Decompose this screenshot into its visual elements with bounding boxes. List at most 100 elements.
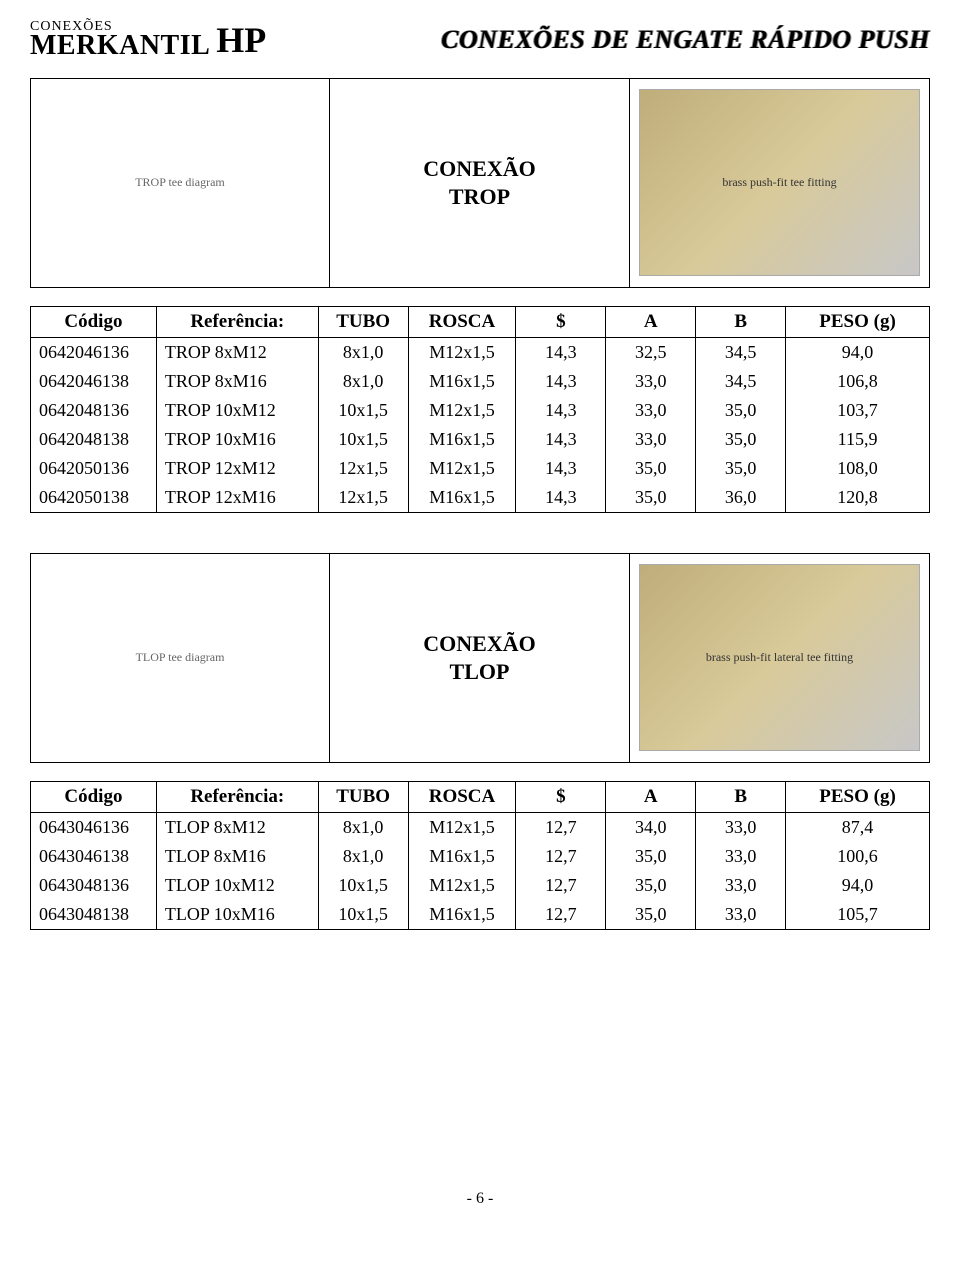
cell-peso: 94,0 bbox=[786, 871, 930, 900]
cell-a: 34,0 bbox=[606, 812, 696, 842]
cell-codigo: 0642046138 bbox=[31, 367, 157, 396]
cell-peso: 106,8 bbox=[786, 367, 930, 396]
table-row: 0642048136TROP 10xM1210x1,5M12x1,514,333… bbox=[31, 396, 930, 425]
cell-rosca: M12x1,5 bbox=[408, 454, 516, 483]
cell-a: 35,0 bbox=[606, 842, 696, 871]
cell-dol: 14,3 bbox=[516, 337, 606, 367]
logo-text: CONEXÕES MERKANTIL bbox=[30, 20, 210, 60]
cell-dol: 14,3 bbox=[516, 367, 606, 396]
cell-ref: TROP 12xM12 bbox=[156, 454, 318, 483]
cell-ref: TROP 10xM16 bbox=[156, 425, 318, 454]
table-row: 0642050138TROP 12xM1612x1,5M16x1,514,335… bbox=[31, 483, 930, 513]
cell-rosca: M16x1,5 bbox=[408, 425, 516, 454]
cell-dol: 14,3 bbox=[516, 483, 606, 513]
cell-tubo: 8x1,0 bbox=[318, 842, 408, 871]
col-peso: PESO (g) bbox=[786, 306, 930, 337]
col-referencia: Referência: bbox=[156, 781, 318, 812]
cell-dol: 12,7 bbox=[516, 842, 606, 871]
col-tubo: TUBO bbox=[318, 781, 408, 812]
col-dol: $ bbox=[516, 306, 606, 337]
cell-codigo: 0642048138 bbox=[31, 425, 157, 454]
table-row: 0643046136TLOP 8xM128x1,0M12x1,512,734,0… bbox=[31, 812, 930, 842]
cell-b: 33,0 bbox=[696, 812, 786, 842]
table-row: 0643048138TLOP 10xM1610x1,5M16x1,512,735… bbox=[31, 900, 930, 930]
label-cell: CONEXÃOTROP bbox=[330, 78, 630, 288]
label-cell: CONEXÃOTLOP bbox=[330, 553, 630, 763]
cell-peso: 115,9 bbox=[786, 425, 930, 454]
cell-ref: TLOP 8xM12 bbox=[156, 812, 318, 842]
cell-a: 35,0 bbox=[606, 871, 696, 900]
diagram-cell: TLOP tee diagram bbox=[30, 553, 330, 763]
cell-b: 34,5 bbox=[696, 367, 786, 396]
cell-b: 34,5 bbox=[696, 337, 786, 367]
product-triptych: TLOP tee diagram CONEXÃOTLOP brass push-fi… bbox=[30, 553, 930, 763]
cell-a: 33,0 bbox=[606, 425, 696, 454]
cell-a: 35,0 bbox=[606, 900, 696, 930]
diagram-cell: TROP tee diagram bbox=[30, 78, 330, 288]
cell-tubo: 12x1,5 bbox=[318, 483, 408, 513]
photo-placeholder: brass push-fit tee fitting bbox=[639, 89, 920, 276]
cell-codigo: 0642048136 bbox=[31, 396, 157, 425]
cell-codigo: 0643048138 bbox=[31, 900, 157, 930]
cell-ref: TLOP 10xM16 bbox=[156, 900, 318, 930]
col-tubo: TUBO bbox=[318, 306, 408, 337]
logo-glyph-icon: HP bbox=[216, 22, 266, 58]
cell-ref: TROP 10xM12 bbox=[156, 396, 318, 425]
cell-a: 33,0 bbox=[606, 367, 696, 396]
col-a: A bbox=[606, 306, 696, 337]
product-label-line2: TROP bbox=[423, 183, 535, 211]
cell-peso: 103,7 bbox=[786, 396, 930, 425]
cell-a: 33,0 bbox=[606, 396, 696, 425]
cell-tubo: 8x1,0 bbox=[318, 367, 408, 396]
cell-codigo: 0643046136 bbox=[31, 812, 157, 842]
col-a: A bbox=[606, 781, 696, 812]
cell-tubo: 8x1,0 bbox=[318, 337, 408, 367]
col-b: B bbox=[696, 306, 786, 337]
cell-b: 35,0 bbox=[696, 425, 786, 454]
product-label: CONEXÃOTROP bbox=[423, 155, 535, 210]
cell-tubo: 10x1,5 bbox=[318, 900, 408, 930]
col-rosca: ROSCA bbox=[408, 781, 516, 812]
cell-rosca: M12x1,5 bbox=[408, 337, 516, 367]
product-label: CONEXÃOTLOP bbox=[423, 630, 535, 685]
data-table: CódigoReferência:TUBOROSCA$ABPESO (g) 064… bbox=[30, 306, 930, 513]
logo-big: MERKANTIL bbox=[30, 33, 210, 60]
product-label-line1: CONEXÃO bbox=[423, 155, 535, 183]
cell-rosca: M16x1,5 bbox=[408, 367, 516, 396]
cell-dol: 12,7 bbox=[516, 900, 606, 930]
product-label-line2: TLOP bbox=[423, 658, 535, 686]
cell-dol: 12,7 bbox=[516, 812, 606, 842]
cell-rosca: M12x1,5 bbox=[408, 396, 516, 425]
cell-peso: 105,7 bbox=[786, 900, 930, 930]
table-header-row: CódigoReferência:TUBOROSCA$ABPESO (g) bbox=[31, 306, 930, 337]
cell-dol: 12,7 bbox=[516, 871, 606, 900]
cell-peso: 100,6 bbox=[786, 842, 930, 871]
diagram-placeholder: TLOP tee diagram bbox=[40, 564, 320, 751]
cell-tubo: 10x1,5 bbox=[318, 396, 408, 425]
page-number: - 6 - bbox=[467, 1190, 494, 1207]
col-b: B bbox=[696, 781, 786, 812]
cell-codigo: 0642050136 bbox=[31, 454, 157, 483]
table-row: 0643046138TLOP 8xM168x1,0M16x1,512,735,0… bbox=[31, 842, 930, 871]
photo-cell: brass push-fit lateral tee fitting bbox=[630, 553, 930, 763]
photo-placeholder: brass push-fit lateral tee fitting bbox=[639, 564, 920, 751]
table-row: 0642048138TROP 10xM1610x1,5M16x1,514,333… bbox=[31, 425, 930, 454]
cell-b: 33,0 bbox=[696, 871, 786, 900]
cell-dol: 14,3 bbox=[516, 396, 606, 425]
product-block: TROP tee diagram CONEXÃOTROP brass push-fi… bbox=[30, 78, 930, 513]
product-triptych: TROP tee diagram CONEXÃOTROP brass push-fi… bbox=[30, 78, 930, 288]
cell-b: 35,0 bbox=[696, 454, 786, 483]
cell-rosca: M16x1,5 bbox=[408, 900, 516, 930]
cell-ref: TLOP 10xM12 bbox=[156, 871, 318, 900]
cell-b: 35,0 bbox=[696, 396, 786, 425]
cell-ref: TROP 8xM12 bbox=[156, 337, 318, 367]
data-table: CódigoReferência:TUBOROSCA$ABPESO (g)064… bbox=[30, 781, 930, 930]
cell-a: 35,0 bbox=[606, 454, 696, 483]
cell-peso: 94,0 bbox=[786, 337, 930, 367]
cell-tubo: 12x1,5 bbox=[318, 454, 408, 483]
cell-tubo: 10x1,5 bbox=[318, 425, 408, 454]
page-footer: - 6 - bbox=[30, 1190, 930, 1208]
cell-codigo: 0642050138 bbox=[31, 483, 157, 513]
page-header: CONEXÕES MERKANTIL HP CONEXÕES DE ENGATE… bbox=[30, 20, 930, 60]
cell-ref: TROP 12xM16 bbox=[156, 483, 318, 513]
